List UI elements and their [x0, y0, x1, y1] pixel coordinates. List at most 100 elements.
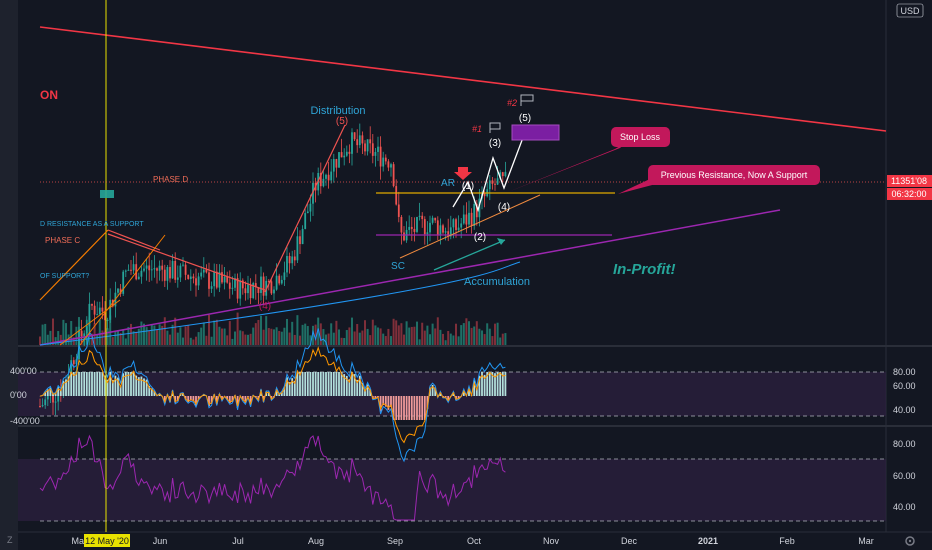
candle-body — [93, 305, 96, 315]
candle-body — [309, 203, 312, 212]
volume-bar — [273, 329, 275, 345]
volume-bar — [397, 325, 400, 345]
volume-bar — [293, 334, 296, 345]
histogram-bar — [382, 396, 385, 406]
candle-body — [304, 213, 307, 229]
volume-bar — [452, 335, 455, 345]
candle-body — [299, 236, 301, 245]
candle-body — [143, 268, 145, 271]
volume-bar — [270, 328, 273, 345]
histogram-bar — [98, 372, 101, 396]
volume-bar — [291, 321, 294, 345]
volume-bar — [200, 327, 203, 345]
candle-body — [501, 172, 504, 177]
target-box[interactable] — [511, 124, 560, 141]
volume-bar — [215, 319, 218, 345]
long-term-resistance-line[interactable] — [39, 26, 887, 132]
prev-resistance-callout[interactable] — [648, 165, 820, 185]
volume-bar — [205, 335, 208, 345]
histogram-bar — [366, 384, 369, 396]
volume-bar — [431, 323, 434, 345]
histogram-bar — [57, 387, 60, 396]
volume-bar — [44, 323, 47, 345]
candle-body — [283, 272, 286, 280]
stop-loss-callout[interactable] — [611, 127, 670, 147]
volume-bar — [98, 319, 101, 345]
volume-bar — [319, 323, 322, 345]
volume-bar — [343, 337, 346, 345]
indicator2-axis: 80.00 60.00 40.00 — [893, 439, 916, 512]
candle-body — [395, 186, 398, 205]
indicator1-plot — [39, 328, 507, 463]
histogram-bar — [52, 393, 54, 396]
histogram-bar — [101, 372, 104, 396]
volume-bar — [444, 340, 447, 345]
candle-body — [319, 173, 322, 187]
candle-body — [322, 178, 325, 187]
histogram-bar — [88, 372, 91, 396]
volume-bar — [234, 331, 236, 345]
settings-icon[interactable] — [905, 536, 915, 546]
left-toolbar[interactable] — [0, 0, 18, 550]
histogram-bar — [241, 396, 244, 401]
histogram-bar — [369, 389, 372, 396]
long-term-support-line[interactable] — [39, 209, 781, 346]
candle-body — [413, 228, 416, 232]
candle-body — [345, 151, 348, 156]
currency-button[interactable] — [896, 3, 924, 18]
target-1-label: #1 — [472, 124, 482, 134]
candle-body — [483, 192, 486, 197]
histogram-bar — [75, 372, 78, 396]
volume-bar — [429, 334, 431, 345]
volume-bar — [93, 323, 96, 345]
histogram-bar — [85, 372, 88, 396]
candle-body — [488, 180, 491, 190]
indicator1-right-tick: 80.00 — [893, 367, 916, 377]
candle-body — [275, 275, 278, 290]
flag-2-icon — [520, 94, 534, 106]
histogram-bar — [208, 396, 210, 406]
candle-body — [132, 264, 135, 271]
candle-body — [241, 280, 244, 289]
volume-bar — [390, 336, 392, 345]
histogram-bar — [67, 376, 70, 396]
volume-bar — [262, 329, 265, 345]
timezone-toggle[interactable]: Z — [7, 535, 13, 545]
candle-body — [504, 171, 507, 177]
histogram-bar — [478, 375, 481, 396]
candle-body — [83, 333, 86, 337]
histogram-bar — [283, 387, 286, 396]
volume-bar — [413, 326, 416, 345]
indicator1-right-tick: 40.00 — [893, 405, 916, 415]
candle-body — [270, 281, 273, 294]
histogram-bar — [91, 372, 93, 396]
candle-body — [364, 143, 366, 152]
volume-bar — [260, 315, 262, 345]
histogram-bar — [291, 378, 294, 396]
candle-body — [153, 268, 156, 270]
volume-bar — [265, 316, 268, 345]
volume-bar — [442, 333, 444, 345]
histogram-bar — [278, 394, 281, 396]
candle-body — [397, 204, 400, 217]
volume-bar — [504, 333, 507, 345]
candle-body — [452, 219, 455, 228]
target-2-label: #2 — [507, 98, 517, 108]
candle-body — [161, 265, 164, 270]
time-axis[interactable]: May Jun Jul Aug Sep Oct Nov Dec 2021 Feb Mar — [71, 536, 873, 546]
histogram-bar — [330, 372, 333, 396]
histogram-bar — [275, 388, 278, 396]
distribution-up-line[interactable] — [264, 124, 346, 293]
candle-body — [468, 212, 470, 225]
histogram-bar — [189, 396, 192, 401]
elliott-wave-path[interactable] — [452, 126, 528, 213]
histogram-bar — [340, 372, 343, 396]
histogram-bar — [137, 377, 140, 396]
candle-body — [348, 151, 351, 154]
indicator1-left-tick: 400'00 — [10, 366, 37, 376]
volume-bar — [418, 339, 421, 345]
volume-bar — [166, 330, 169, 345]
histogram-bar — [192, 396, 195, 402]
histogram-bar — [418, 396, 421, 420]
